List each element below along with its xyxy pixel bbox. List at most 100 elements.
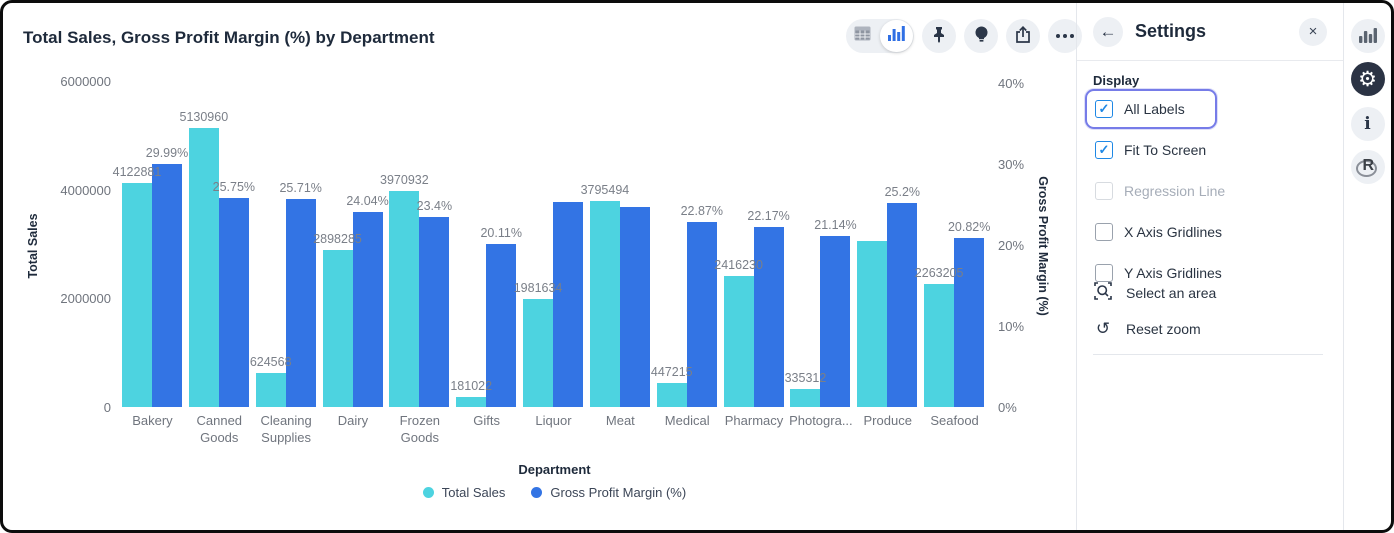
checkbox-label: All Labels	[1124, 101, 1185, 117]
bar-total-sales[interactable]	[924, 284, 955, 407]
bar-total-sales[interactable]	[322, 249, 353, 407]
chart-title: Total Sales, Gross Profit Margin (%) by …	[23, 28, 435, 47]
bar-gross-profit-margin[interactable]	[218, 198, 249, 407]
divider	[1093, 354, 1323, 355]
checkbox-label: X Axis Gridlines	[1124, 224, 1223, 240]
x-axis-title: Department	[518, 462, 591, 477]
bar-total-sales[interactable]	[589, 200, 620, 407]
bar-gross-profit-margin[interactable]	[486, 244, 517, 407]
bar-value-label: 5130960	[179, 110, 229, 125]
checkbox[interactable]: ✓	[1095, 100, 1113, 118]
insights-button[interactable]	[964, 19, 998, 53]
bar-gross-profit-margin[interactable]	[820, 235, 851, 407]
x-tick-label: Frozen Goods	[399, 413, 441, 445]
r-language-tab[interactable]: R	[1350, 150, 1385, 184]
bar-chart: 4122881 29.99% Bakery 5130960 25.75% Canned G…	[3, 3, 1076, 530]
y-tick-right: 10%	[998, 319, 1025, 334]
bar-total-sales[interactable]	[723, 275, 754, 407]
back-button[interactable]: ←	[1093, 16, 1123, 47]
bar-gross-profit-margin[interactable]	[686, 221, 717, 407]
checkbox[interactable]: ✓	[1095, 141, 1113, 159]
display-section-title: Display	[1093, 73, 1140, 88]
bar-gross-profit-margin[interactable]	[553, 202, 584, 407]
legend-label: Total Sales	[441, 485, 506, 500]
bar-value-label: 29.99%	[145, 146, 189, 161]
info-tab[interactable]: i	[1350, 107, 1385, 141]
info-icon: i	[1364, 114, 1371, 134]
y-tick-left: 0	[103, 400, 111, 415]
bar-gross-profit-margin[interactable]	[954, 238, 985, 407]
bar-value-label: 21.14%	[814, 217, 857, 232]
bar-value-label: 2416230	[714, 257, 763, 272]
x-tick-label: Meat	[605, 413, 635, 428]
chart-toolbar	[846, 19, 1082, 53]
x-tick-label: Produce	[863, 413, 912, 428]
bar-value-label: 22.17%	[747, 209, 790, 224]
bar-value-label: 20.11%	[480, 226, 522, 241]
bar-total-sales[interactable]	[188, 128, 219, 407]
y-tick-right: 20%	[998, 238, 1025, 253]
checkbox-row-fit-to-screen[interactable]: ✓ Fit To Screen	[1085, 130, 1335, 170]
x-tick-label: Pharmacy	[724, 413, 784, 428]
checkbox[interactable]	[1095, 264, 1113, 282]
checkbox[interactable]	[1095, 223, 1113, 241]
bar-value-label: 3795494	[580, 182, 630, 197]
bar-gross-profit-margin[interactable]	[352, 212, 383, 407]
pin-icon	[931, 26, 947, 46]
bar-value-label: 3970932	[380, 173, 429, 188]
chart-view-button[interactable]	[880, 20, 913, 52]
bar-value-label: 25.2%	[884, 184, 921, 199]
checkbox-row-x-axis-gridlines[interactable]: X Axis Gridlines	[1085, 212, 1335, 252]
y-tick-left: 2000000	[60, 291, 111, 307]
y-tick-left: 6000000	[60, 74, 111, 89]
table-view-button[interactable]	[846, 19, 879, 53]
checkbox-row-all-labels[interactable]: ✓ All Labels	[1085, 89, 1217, 129]
bar-total-sales[interactable]	[857, 241, 888, 407]
bar-total-sales[interactable]	[389, 191, 420, 407]
bar-value-label: 624568	[249, 355, 292, 370]
bar-total-sales[interactable]	[255, 373, 286, 407]
pin-button[interactable]	[922, 19, 956, 53]
x-tick-label: Dairy	[337, 413, 369, 428]
share-button[interactable]	[1006, 19, 1040, 53]
bar-gross-profit-margin[interactable]	[887, 202, 918, 407]
bar-value-label: 2898285	[313, 231, 362, 246]
settings-header: ← Settings ×	[1077, 3, 1343, 61]
bar-total-sales[interactable]	[456, 397, 487, 407]
bar-value-label: 25.75%	[212, 180, 256, 195]
checkbox-row-y-axis-gridlines[interactable]: Y Axis Gridlines	[1085, 253, 1335, 293]
checkbox-row-regression-line: Regression Line	[1085, 171, 1335, 211]
bar-gross-profit-margin[interactable]	[753, 227, 784, 407]
legend-item-total-sales[interactable]: Total Sales	[422, 485, 506, 500]
bar-value-label: 22.87%	[680, 203, 723, 218]
bar-gross-profit-margin[interactable]	[619, 206, 650, 407]
bar-gross-profit-margin[interactable]	[285, 198, 316, 407]
bar-value-label: 2263205	[914, 266, 964, 281]
view-toggle	[846, 19, 914, 53]
settings-gear-tab[interactable]: ⚙	[1350, 62, 1385, 96]
bar-value-label: 23.4%	[416, 199, 453, 214]
action-select-an-area[interactable]: Select an area	[1093, 275, 1328, 311]
y-tick-right: 30%	[998, 157, 1025, 172]
bar-value-label: 447215	[650, 364, 693, 379]
table-view-icon	[854, 26, 871, 46]
bar-total-sales[interactable]	[122, 182, 152, 407]
action-reset-zoom[interactable]: ↺ Reset zoom	[1093, 311, 1328, 347]
close-button[interactable]: ×	[1299, 17, 1327, 46]
bar-total-sales[interactable]	[523, 299, 554, 407]
action-label: Select an area	[1126, 285, 1217, 301]
bar-gross-profit-margin[interactable]	[419, 217, 450, 407]
bar-total-sales[interactable]	[656, 382, 687, 407]
legend-label: Gross Profit Margin (%)	[550, 485, 687, 500]
x-tick-label: Canned Goods	[196, 413, 243, 445]
lightbulb-icon	[974, 26, 989, 46]
bar-value-label: 335312	[784, 370, 827, 385]
y-tick-right: 40%	[998, 76, 1025, 91]
legend-item-gross-profit-margin[interactable]: Gross Profit Margin (%)	[531, 485, 686, 500]
bar-gross-profit-margin[interactable]	[152, 164, 182, 407]
display-checkbox-list: ✓ All Labels ✓ Fit To Screen Regression Line…	[1085, 89, 1335, 294]
chart-settings-tab[interactable]	[1350, 19, 1385, 53]
bar-total-sales[interactable]	[790, 388, 821, 407]
settings-gear-icon: ⚙	[1358, 66, 1377, 91]
